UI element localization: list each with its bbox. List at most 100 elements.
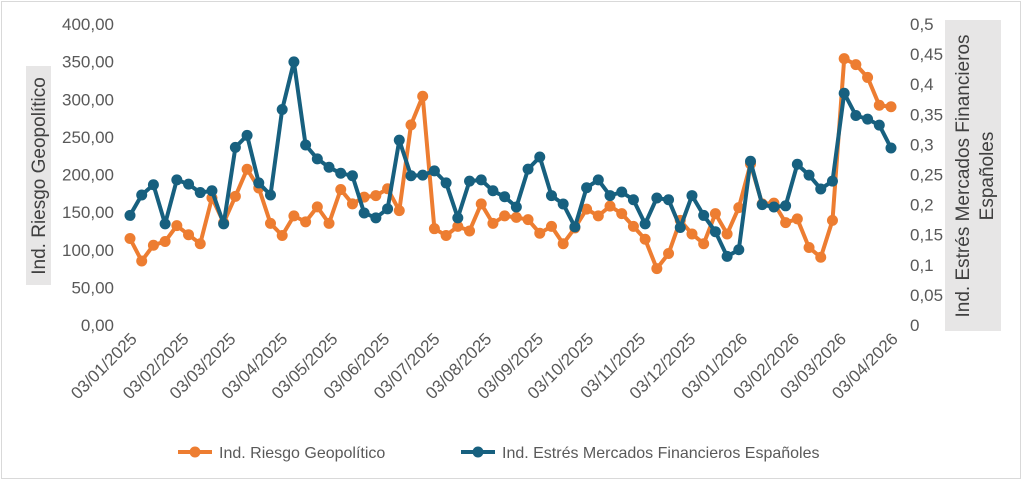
data-point: [545, 190, 557, 202]
data-point: [686, 190, 698, 202]
data-point: [522, 214, 534, 226]
data-point: [768, 201, 780, 213]
data-point: [803, 169, 815, 181]
data-point: [826, 175, 838, 187]
right-y-tick-label: 0,3: [910, 135, 934, 154]
right-y-tick-label: 0: [910, 316, 919, 335]
data-point: [581, 203, 593, 215]
data-point: [183, 229, 195, 241]
data-point: [428, 223, 440, 235]
data-point: [346, 198, 358, 210]
data-point: [335, 184, 347, 196]
data-point: [581, 182, 593, 194]
data-point: [838, 87, 850, 99]
right-y-tick-label: 0,35: [910, 105, 943, 124]
data-point: [838, 53, 850, 65]
data-point: [698, 238, 710, 250]
data-point: [850, 59, 862, 71]
data-point: [639, 218, 651, 230]
data-point: [241, 163, 253, 175]
data-point: [791, 213, 803, 225]
data-point: [698, 209, 710, 221]
legend-label-estres: Ind. Estrés Mercados Financieros Español…: [502, 445, 819, 462]
data-point: [393, 134, 405, 146]
data-point: [651, 263, 663, 275]
data-point: [300, 139, 312, 151]
right-axis-title-line-1: Ind. Estrés Mercados Financieros: [953, 34, 974, 317]
series-line: [128, 56, 892, 271]
data-point: [756, 199, 768, 211]
right-y-tick-label: 0,4: [910, 75, 934, 94]
data-point: [569, 221, 581, 233]
data-point: [475, 174, 487, 186]
data-point: [370, 212, 382, 224]
data-point: [780, 200, 792, 212]
data-point: [639, 233, 651, 245]
data-point: [393, 205, 405, 217]
data-point: [194, 238, 206, 250]
data-point: [124, 209, 136, 221]
data-point: [358, 207, 370, 219]
data-point: [159, 235, 171, 247]
right-y-tick-label: 0,15: [910, 226, 943, 245]
data-point: [417, 169, 429, 181]
left-axis-title: Ind. Riesgo Geopolítico: [29, 77, 50, 275]
left-y-tick-label: 300,00: [62, 90, 114, 109]
data-point: [733, 244, 745, 256]
series-riesgo-geopolitico: [124, 53, 897, 275]
data-point: [124, 232, 136, 244]
data-point: [335, 167, 347, 179]
data-point: [464, 175, 476, 187]
data-point: [651, 192, 663, 204]
right-y-tick-label: 0,2: [910, 196, 934, 215]
data-point: [183, 178, 195, 190]
left-y-tick-label: 150,00: [62, 203, 114, 222]
left-y-tick-label: 250,00: [62, 128, 114, 147]
data-point: [873, 99, 885, 111]
data-point: [136, 255, 148, 267]
data-point: [862, 113, 874, 125]
right-axis-title-box: [945, 20, 1001, 331]
data-point: [815, 251, 827, 263]
data-point: [780, 217, 792, 229]
legend-marker-riesgo: [189, 446, 201, 458]
data-point: [253, 177, 265, 189]
data-point: [791, 158, 803, 170]
data-point: [663, 194, 675, 206]
data-point: [264, 189, 276, 201]
data-point: [171, 220, 183, 232]
right-y-tick-label: 0,45: [910, 45, 943, 64]
data-point: [499, 191, 511, 203]
data-point: [733, 202, 745, 214]
data-point: [171, 174, 183, 186]
data-point: [616, 186, 628, 198]
data-point: [510, 211, 522, 223]
data-point: [147, 239, 159, 251]
data-point: [218, 218, 230, 230]
data-point: [862, 71, 874, 83]
data-point: [627, 220, 639, 232]
right-y-tick-label: 0,5: [910, 15, 934, 34]
data-point: [323, 217, 335, 229]
data-point: [288, 210, 300, 222]
data-point: [382, 203, 394, 215]
data-point: [405, 119, 417, 131]
data-point: [522, 163, 534, 175]
data-point: [241, 129, 253, 141]
right-axis-title-line-2: Españoles: [977, 132, 998, 221]
data-point: [674, 221, 686, 233]
data-point: [440, 229, 452, 241]
data-point: [136, 189, 148, 201]
right-y-tick-label: 0,25: [910, 166, 943, 185]
data-point: [276, 229, 288, 241]
data-point: [557, 238, 569, 250]
data-point: [370, 190, 382, 202]
left-y-tick-label: 0,00: [81, 316, 114, 335]
data-point: [627, 194, 639, 206]
data-point: [604, 190, 616, 202]
data-point: [264, 217, 276, 229]
data-point: [534, 151, 546, 163]
data-point: [873, 119, 885, 131]
